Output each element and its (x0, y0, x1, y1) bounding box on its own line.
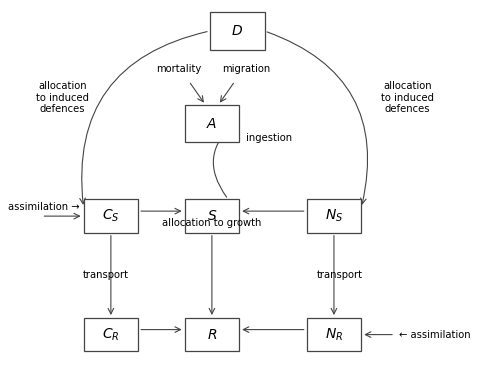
Text: $N_{R}$: $N_{R}$ (325, 326, 343, 343)
Text: allocation
to induced
defences: allocation to induced defences (36, 81, 89, 114)
Text: ingestion: ingestion (246, 134, 292, 143)
Text: transport: transport (82, 270, 129, 280)
FancyBboxPatch shape (185, 318, 239, 351)
Text: mortality: mortality (156, 63, 201, 73)
Text: migration: migration (222, 63, 271, 73)
FancyBboxPatch shape (84, 318, 138, 351)
Text: $R$: $R$ (206, 327, 217, 342)
Text: allocation to growth: allocation to growth (162, 218, 261, 228)
FancyBboxPatch shape (185, 105, 239, 142)
Text: $C_{S}$: $C_{S}$ (102, 208, 120, 224)
Text: allocation
to induced
defences: allocation to induced defences (381, 81, 434, 114)
Text: transport: transport (316, 270, 362, 280)
Text: $S$: $S$ (206, 209, 217, 223)
FancyBboxPatch shape (210, 13, 264, 50)
FancyBboxPatch shape (306, 318, 361, 351)
Text: $D$: $D$ (231, 24, 243, 38)
Text: $C_{R}$: $C_{R}$ (102, 326, 120, 343)
Text: $N_{S}$: $N_{S}$ (325, 208, 343, 224)
Text: $A$: $A$ (206, 116, 217, 131)
FancyBboxPatch shape (306, 200, 361, 233)
Text: ← assimilation: ← assimilation (399, 330, 471, 339)
FancyBboxPatch shape (185, 200, 239, 233)
Text: assimilation →: assimilation → (8, 202, 79, 212)
FancyBboxPatch shape (84, 200, 138, 233)
